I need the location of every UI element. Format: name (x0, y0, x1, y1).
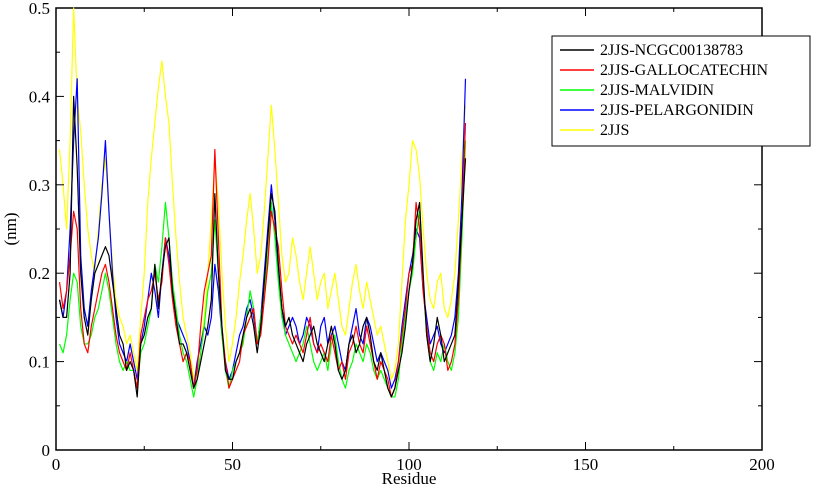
axis-tick-labels: 0 50 100 150 200 0 0.1 0.2 0.3 0.4 0.5 (29, 0, 775, 474)
series-line-4 (58, 7, 467, 380)
legend-label-2: 2JJS-MALVIDIN (600, 82, 715, 99)
legend-label-0: 2JJS-NCGC00138783 (600, 42, 743, 59)
series-line-0 (58, 95, 467, 398)
y-tick-label: 0.5 (29, 0, 50, 18)
x-tick-label: 150 (573, 455, 599, 474)
legend-box (551, 35, 811, 147)
legend: 2JJS-NCGC00138783 2JJS-GALLOCATECHIN 2JJS-… (551, 35, 811, 147)
series-lines (58, 7, 467, 398)
legend-label-4: 2JJS (600, 122, 629, 139)
x-tick-label: 100 (396, 455, 422, 474)
x-tick-label: 50 (224, 455, 241, 474)
legend-label-3: 2JJS-PELARGONIDIN (600, 102, 754, 119)
y-axis-title: (nm) (1, 212, 20, 245)
x-tick-label: 0 (52, 455, 61, 474)
y-tick-label: 0.1 (29, 353, 50, 372)
x-tick-label: 200 (749, 455, 775, 474)
legend-label-1: 2JJS-GALLOCATECHIN (600, 62, 768, 79)
x-axis-title: Residue (382, 469, 437, 488)
y-tick-label: 0.4 (29, 87, 51, 106)
y-tick-label: 0.3 (29, 176, 50, 195)
y-tick-label: 0.2 (29, 264, 50, 283)
y-tick-label: 0 (42, 441, 51, 460)
